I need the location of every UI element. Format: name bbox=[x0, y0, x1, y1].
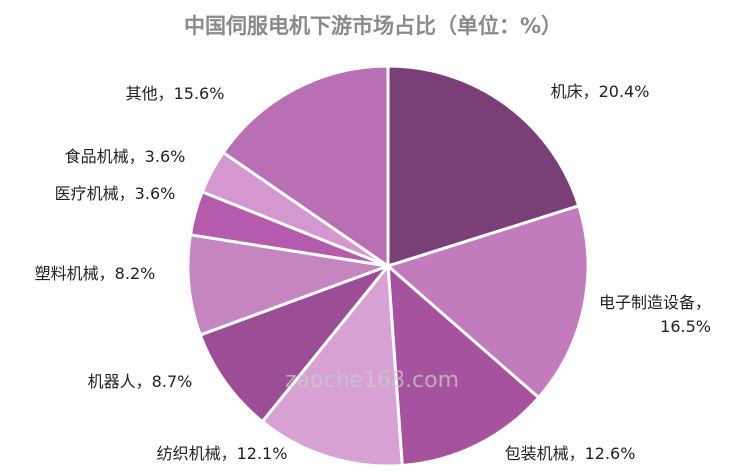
pie-slice bbox=[221, 64, 390, 269]
pie-slice bbox=[386, 262, 541, 468]
watermark: zaoche168.com bbox=[285, 368, 460, 393]
slice-label: 纺织机械，12.1% bbox=[156, 444, 288, 463]
slice-label: 电子制造设备，16.5% bbox=[598, 293, 711, 336]
pie-slice bbox=[186, 233, 394, 337]
pie-slice bbox=[385, 203, 590, 400]
chart-title: 中国伺服电机下游市场占比（单位：%） bbox=[183, 14, 563, 38]
pie-slice bbox=[198, 262, 393, 424]
slice-label: 食品机械，3.6% bbox=[64, 147, 186, 166]
pie-slice bbox=[260, 262, 404, 468]
slice-label: 其他，15.6% bbox=[125, 84, 225, 103]
slice-label: 医疗机械，3.6% bbox=[54, 184, 176, 203]
slice-label: 机器人，8.7% bbox=[87, 372, 193, 391]
slice-label: 塑料机械，8.2% bbox=[34, 264, 156, 283]
slice-label: 机床，20.4% bbox=[550, 82, 650, 101]
slice-label: 包装机械，12.6% bbox=[504, 444, 636, 463]
pie-slice bbox=[386, 64, 581, 269]
